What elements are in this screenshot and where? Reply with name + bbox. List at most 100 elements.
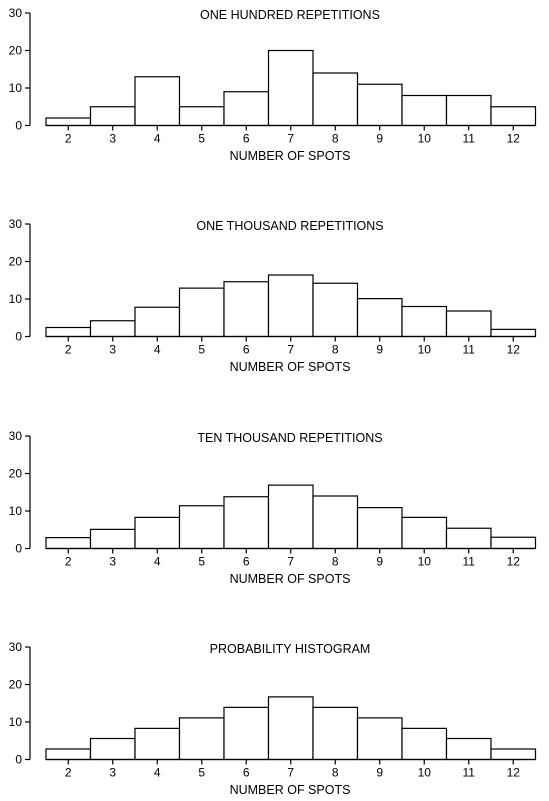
histogram-bar: [356, 83, 403, 127]
x-tick-label: 10: [418, 132, 432, 146]
x-tick-label: 12: [507, 132, 521, 146]
x-tick-label: 7: [287, 343, 294, 357]
y-tick-label: 30: [9, 429, 23, 443]
x-tick-label: 11: [463, 343, 476, 357]
histogram-bar: [223, 496, 270, 550]
histogram-bar: [45, 748, 92, 761]
x-tick-label: 3: [109, 766, 116, 780]
x-tick-label: 9: [376, 766, 383, 780]
histogram-bar: [267, 49, 314, 127]
x-tick-label: 9: [376, 132, 383, 146]
histogram-bar: [178, 287, 225, 338]
histogram-bar: [134, 516, 181, 550]
chart-title: ONE HUNDRED REPETITIONS: [200, 8, 380, 22]
histogram-bar: [89, 528, 136, 550]
x-tick-label: 2: [65, 343, 72, 357]
y-tick-label: 30: [9, 6, 23, 20]
histogram-bar: [178, 106, 225, 127]
x-tick-label: 3: [109, 343, 116, 357]
y-tick-label: 20: [9, 44, 23, 58]
x-tick-label: 4: [154, 766, 161, 780]
x-tick-label: 6: [243, 555, 250, 569]
x-tick-label: 5: [198, 555, 205, 569]
x-tick-label: 2: [65, 766, 72, 780]
histogram-bar: [356, 717, 403, 761]
x-tick-label: 11: [463, 766, 476, 780]
x-tick-label: 7: [287, 132, 294, 146]
x-tick-label: 4: [154, 132, 161, 146]
x-axis-label: NUMBER OF SPOTS: [230, 783, 351, 797]
y-tick-label: 0: [15, 542, 22, 556]
y-tick-label: 0: [15, 330, 22, 344]
x-tick-label: 7: [287, 766, 294, 780]
x-tick-label: 3: [109, 555, 116, 569]
histogram-bar: [445, 737, 492, 761]
histogram-bar: [312, 282, 359, 338]
histogram-bar: [134, 76, 181, 127]
histogram-bar: [401, 727, 448, 761]
x-tick-label: 4: [154, 343, 161, 357]
y-tick-label: 0: [15, 119, 22, 133]
x-tick-label: 5: [198, 343, 205, 357]
x-tick-label: 6: [243, 766, 250, 780]
x-tick-label: 11: [463, 132, 476, 146]
x-tick-label: 10: [418, 555, 432, 569]
histogram-bar: [401, 305, 448, 338]
histogram-bar: [312, 495, 359, 550]
x-tick-label: 12: [507, 343, 521, 357]
x-tick-label: 9: [376, 555, 383, 569]
histogram-bar: [178, 717, 225, 761]
histogram-bar: [401, 94, 448, 127]
x-tick-label: 3: [109, 132, 116, 146]
y-tick-label: 10: [9, 715, 23, 729]
x-tick-label: 5: [198, 766, 205, 780]
x-tick-label: 4: [154, 555, 161, 569]
histogram-panel-1: 0 10 20 30 2 3 4 5 6 7 8 9 10 11 12 ONE HUNDRED REPETIT…: [9, 6, 537, 163]
histogram-bar: [312, 706, 359, 761]
histogram-bar: [45, 117, 92, 127]
histogram-bar: [401, 516, 448, 550]
histogram-bar: [490, 106, 537, 127]
x-tick-label: 8: [332, 766, 339, 780]
histogram-bar: [89, 106, 136, 127]
histogram-panel-3: 0 10 20 30 2 3 4 5 6 7 8 9 10 11 12 TEN THOUSAND REPETI…: [9, 429, 537, 586]
histogram-bar: [267, 484, 314, 550]
histogram-bar: [356, 298, 403, 338]
histogram-panel-2: 0 10 20 30 2 3 4 5 6 7 8 9 10 11 12 ONE THOUSAND REPETI…: [9, 217, 537, 374]
chart-title: ONE THOUSAND REPETITIONS: [196, 219, 383, 233]
y-tick-label: 30: [9, 640, 23, 654]
chart-title: TEN THOUSAND REPETITIONS: [197, 431, 382, 445]
x-axis-label: NUMBER OF SPOTS: [230, 360, 351, 374]
y-tick-label: 10: [9, 81, 23, 95]
x-tick-label: 8: [332, 343, 339, 357]
histogram-bar: [312, 72, 359, 127]
histogram-bar: [267, 274, 314, 338]
x-tick-label: 2: [65, 555, 72, 569]
y-tick-label: 10: [9, 504, 23, 518]
histogram-bar: [89, 737, 136, 761]
histogram-bar: [267, 696, 314, 761]
y-tick-label: 20: [9, 678, 23, 692]
x-axis-label: NUMBER OF SPOTS: [230, 572, 351, 586]
x-tick-label: 12: [507, 766, 521, 780]
x-tick-label: 7: [287, 555, 294, 569]
histogram-bar: [223, 91, 270, 127]
x-tick-label: 11: [463, 555, 476, 569]
x-tick-label: 10: [418, 343, 432, 357]
y-tick-label: 30: [9, 217, 23, 231]
histogram-bar: [445, 94, 492, 127]
x-tick-label: 8: [332, 555, 339, 569]
x-tick-label: 9: [376, 343, 383, 357]
histogram-panel-4: 0 10 20 30 2 3 4 5 6 7 8 9 10 11 12 PROBABILITY HISTOGR…: [9, 640, 537, 797]
chart-title: PROBABILITY HISTOGRAM: [210, 642, 371, 656]
x-tick-label: 5: [198, 132, 205, 146]
histogram-bar: [178, 505, 225, 550]
x-tick-label: 12: [507, 555, 521, 569]
histogram-bar: [134, 727, 181, 761]
histogram-bar: [45, 537, 92, 550]
x-tick-label: 6: [243, 132, 250, 146]
histogram-bar: [445, 310, 492, 338]
histogram-bar: [223, 706, 270, 761]
y-tick-label: 20: [9, 255, 23, 269]
